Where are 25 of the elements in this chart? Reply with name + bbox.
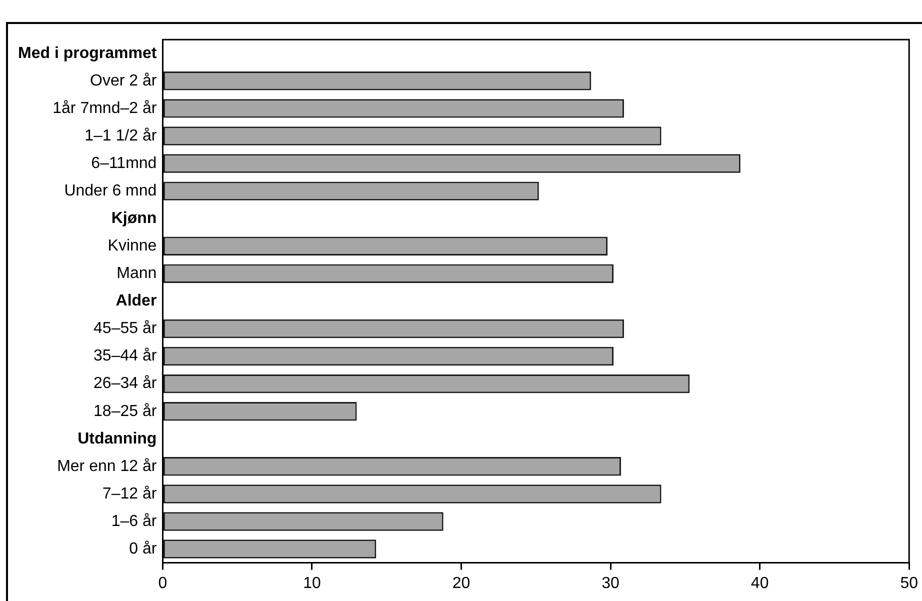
y-tick-label: 7–12 år [102, 485, 158, 502]
x-tick-label: 10 [303, 574, 321, 592]
y-tick-label: 1–1 1/2 år [84, 127, 158, 144]
y-tick-label: Over 2 år [90, 72, 158, 90]
y-tick-label: 0 år [129, 540, 158, 558]
x-tick-label: 30 [602, 574, 620, 592]
y-tick-label: 1år 7mnd–2 år [52, 100, 158, 117]
y-tick-label: 6–11mnd [91, 154, 157, 172]
x-tick-label: 0 [158, 574, 168, 592]
y-tick-label: 18–25 år [94, 402, 158, 420]
y-tick-label: Utdanning [78, 430, 157, 448]
y-tick-label: Kjønn [111, 210, 157, 227]
y-tick-label: 35–44 år [94, 348, 158, 365]
y-tick-label: 26–34 år [94, 375, 158, 392]
y-tick-label: Kvinne [108, 238, 157, 255]
x-tick-label: 50 [900, 574, 918, 592]
y-tick-label: 1–6 år [111, 512, 158, 530]
y-tick-label: Mann [116, 265, 157, 282]
y-tick-label: Mer enn 12 år [57, 458, 158, 475]
y-tick-label: 45–55 år [94, 320, 158, 338]
x-tick-label: 20 [452, 574, 470, 592]
x-tick-label: 40 [750, 574, 769, 592]
y-tick-label: Under 6 mnd [64, 182, 157, 200]
y-tick-label: Alder [116, 292, 157, 310]
y-tick-label: Med i programmet [18, 44, 158, 62]
